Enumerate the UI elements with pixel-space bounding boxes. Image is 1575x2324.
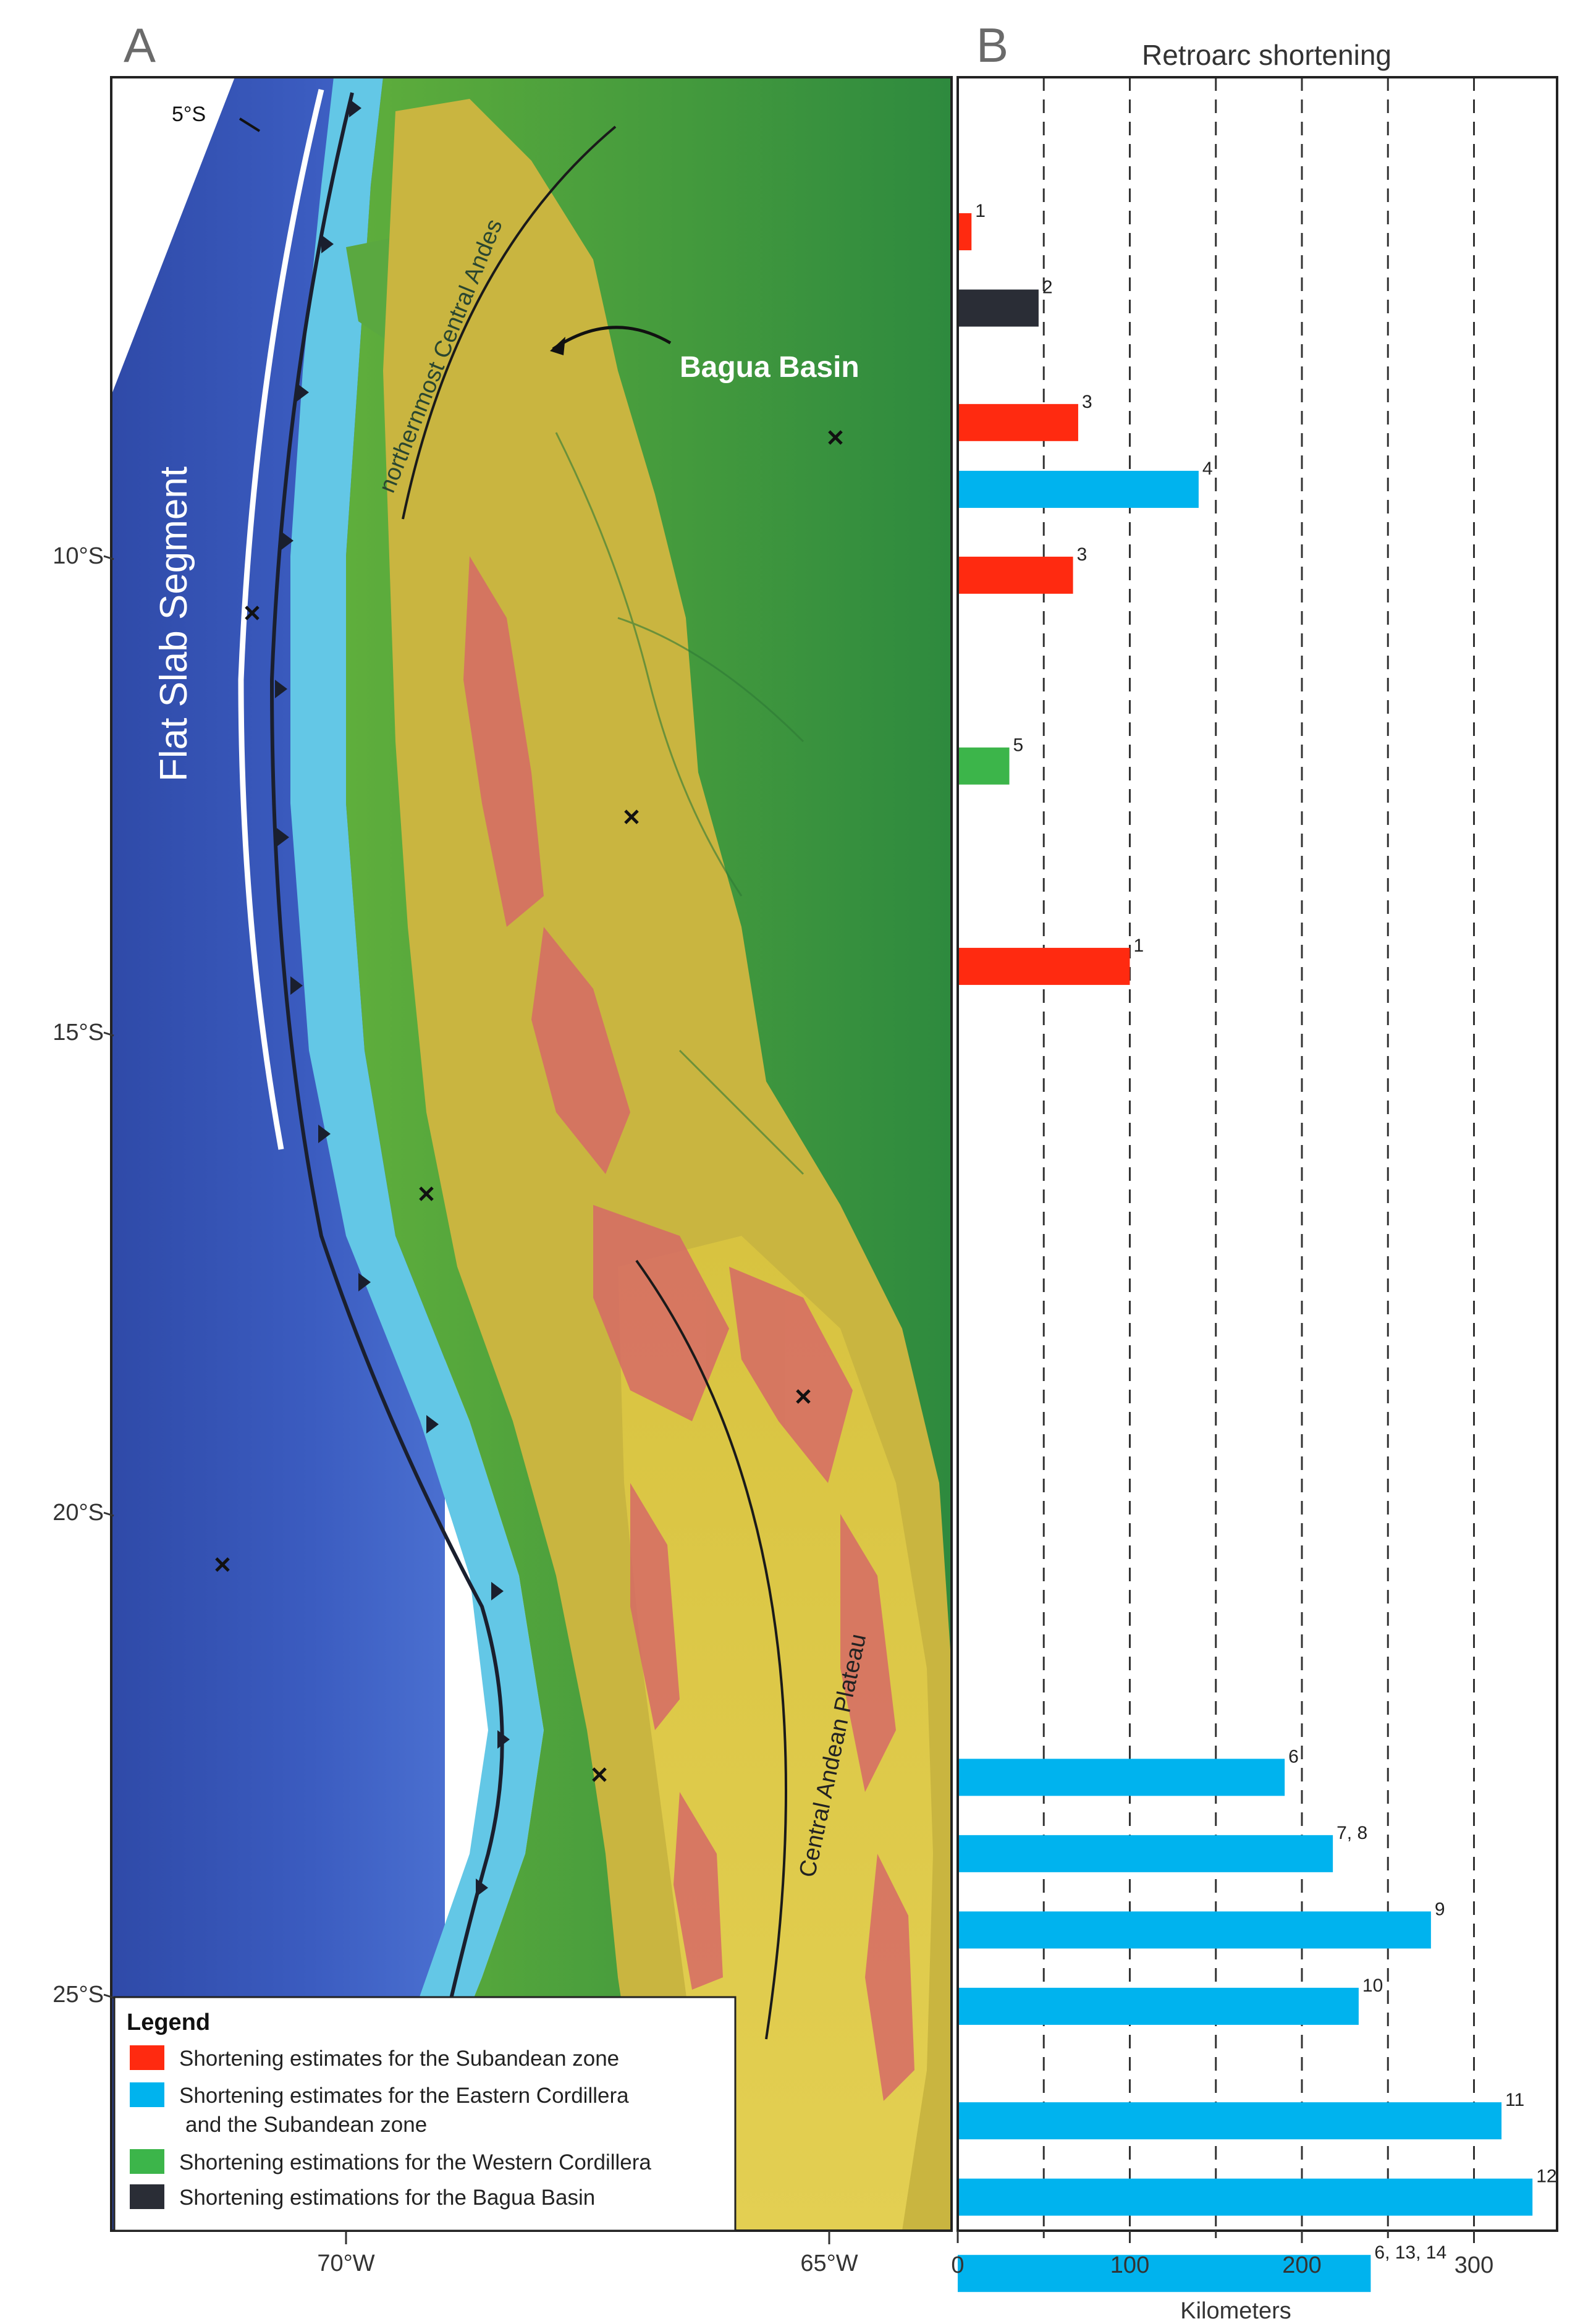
legend-text-subandean: Shortening estimates for the Subandean z… <box>179 2047 619 2071</box>
plateau-arc <box>635 1259 787 2040</box>
bar-label: 3 <box>1077 544 1087 565</box>
x-markers <box>215 430 843 1782</box>
bar-label: 1 <box>975 201 986 221</box>
bar <box>958 1911 1431 1949</box>
continental-shelf <box>290 77 544 2231</box>
label-bagua: Bagua Basin <box>680 351 859 384</box>
lon-label-65w: 65°W <box>800 2250 858 2276</box>
chart-frame <box>956 76 1558 2232</box>
legend-box <box>113 1996 737 2232</box>
panel-a-letter: A <box>124 18 156 72</box>
five-s-leader <box>239 117 261 132</box>
legend-title: Legend <box>127 2009 210 2035</box>
legend-text-bagua: Shortening estimations for the Bagua Bas… <box>179 2186 595 2210</box>
legend: Legend Shortening estimates for the Suba… <box>113 1996 737 2232</box>
lat-label-20s: 20°S <box>53 1500 104 1526</box>
legend-swatch-eastern-cordillera <box>130 2082 164 2107</box>
label-five-s: 5°S <box>172 103 206 126</box>
bar-label: 1 <box>1134 936 1144 956</box>
bar-label: 9 <box>1435 1899 1445 1919</box>
bar-label: 7, 8 <box>1336 1823 1367 1843</box>
bar-label: 12 <box>1536 2166 1556 2187</box>
rivers <box>555 432 804 1175</box>
x-tick-label: 100 <box>1110 2252 1149 2278</box>
bar <box>958 1835 1333 1872</box>
bar-label: 4 <box>1202 458 1213 479</box>
bar <box>958 1759 1285 1796</box>
bar-label: 10 <box>1362 1975 1383 1996</box>
bagua-arrow-head <box>550 337 565 355</box>
bar <box>958 2102 1502 2140</box>
bars <box>958 213 1533 2292</box>
bar <box>958 947 1130 985</box>
bar <box>958 289 1039 327</box>
bar-label: 3 <box>1082 392 1092 412</box>
lat-label-15s: 15°S <box>53 1020 104 1046</box>
bar-label: 6, 13, 14 <box>1374 2242 1446 2263</box>
legend-text-eastern-cordillera: Shortening estimates for the Eastern Cor… <box>179 2084 629 2108</box>
x-tick-label: 0 <box>951 2252 964 2278</box>
bar <box>958 747 1010 785</box>
x-tick-label: 300 <box>1455 2252 1493 2278</box>
lat-label-10s: 10°S <box>53 543 104 569</box>
bar <box>958 470 1199 508</box>
chart-title: Retroarc shortening <box>1142 39 1391 71</box>
bar <box>958 2255 1371 2292</box>
longitude-labels: 70°W 65°W <box>317 2231 858 2276</box>
panel-b-letter: B <box>976 18 1008 72</box>
lat-label-25s: 25°S <box>53 1982 104 2008</box>
northernmost-arc <box>402 125 617 520</box>
bar-label: 5 <box>1013 735 1024 756</box>
bar-label: 2 <box>1042 277 1053 298</box>
bar <box>958 2178 1533 2216</box>
legend-swatch-bagua <box>130 2184 164 2209</box>
bar-label: 11 <box>1505 2090 1524 2110</box>
x-axis-label: Kilometers <box>1180 2298 1291 2324</box>
lon-label-70w: 70°W <box>317 2250 374 2276</box>
legend-swatch-subandean <box>130 2045 164 2070</box>
legend-swatch-western-cordillera <box>130 2149 164 2174</box>
bar-label: 6 <box>1288 1746 1299 1767</box>
grid-lines <box>1042 77 1475 2231</box>
x-tick-label: 200 <box>1282 2252 1321 2278</box>
high-peaks <box>463 556 914 2101</box>
bar <box>958 404 1078 441</box>
flat-slab-line <box>238 88 324 1150</box>
bar <box>958 213 972 251</box>
legend-text-western-cordillera: Shortening estimations for the Western C… <box>179 2150 651 2174</box>
latitude-labels: 10°S 15°S 20°S 25°S <box>53 543 114 2008</box>
map-panel <box>111 77 952 2231</box>
legend-text-eastern-cordillera-2: and the Subandean zone <box>185 2113 427 2137</box>
bar <box>958 1987 1359 2025</box>
bar <box>958 556 1073 594</box>
bagua-arrow <box>552 326 672 351</box>
x-ticks: 0 100 200 300 <box>951 2231 1493 2278</box>
label-flat-slab: Flat Slab Segment <box>153 467 195 782</box>
